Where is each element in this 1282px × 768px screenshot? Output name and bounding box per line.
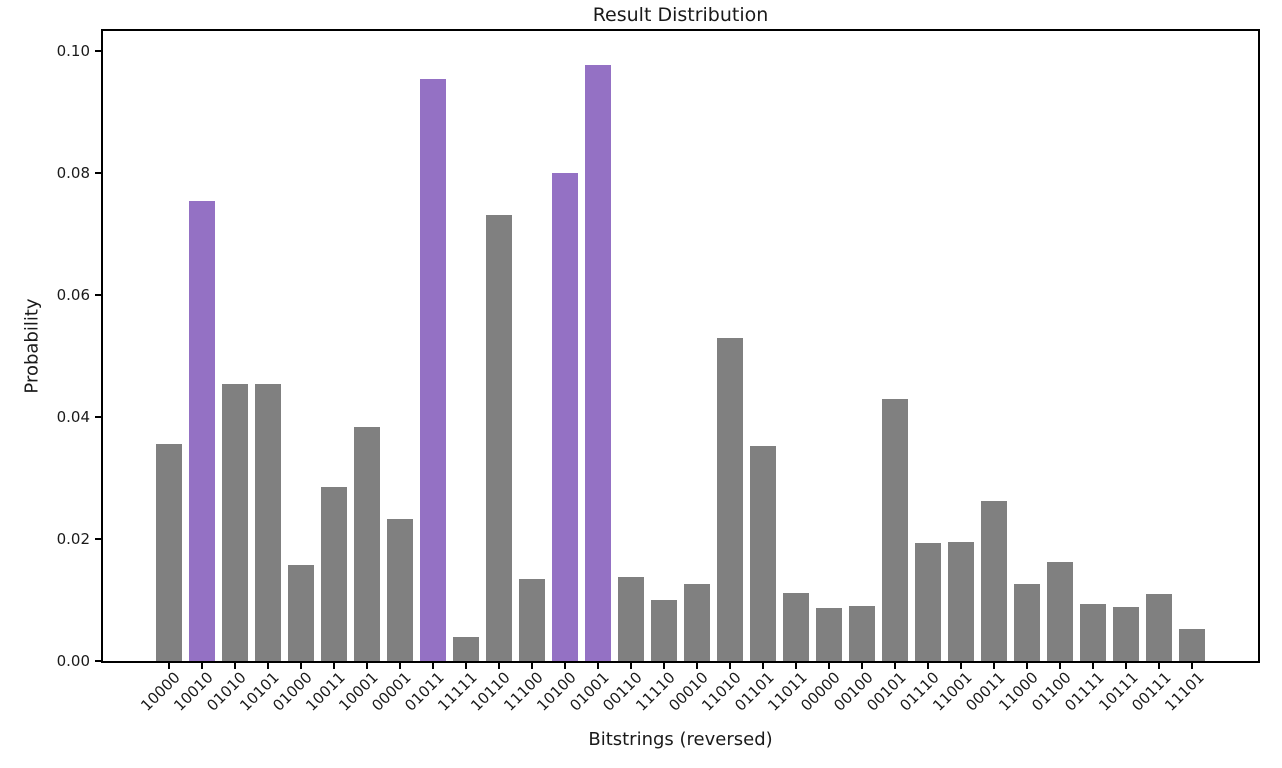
bar-01011 bbox=[419, 78, 447, 661]
y-tick-label: 0.02 bbox=[56, 530, 90, 548]
x-tick bbox=[1191, 663, 1194, 669]
x-tick bbox=[464, 663, 467, 669]
bar-11001 bbox=[948, 541, 975, 661]
y-tick-label: 0.06 bbox=[56, 286, 90, 305]
bar-00110 bbox=[617, 577, 645, 661]
bar-10011 bbox=[320, 486, 347, 661]
bar-10111 bbox=[1113, 606, 1140, 661]
x-tick bbox=[1125, 663, 1128, 669]
x-tick bbox=[861, 663, 864, 669]
bar-01101 bbox=[749, 446, 777, 661]
bar-00101 bbox=[881, 399, 909, 661]
y-tick bbox=[95, 172, 101, 175]
x-tick bbox=[431, 663, 434, 669]
plot-area bbox=[101, 29, 1260, 663]
x-tick bbox=[1026, 663, 1029, 669]
x-tick bbox=[828, 663, 831, 669]
y-tick-label: 0.04 bbox=[56, 408, 90, 427]
bar-00010 bbox=[683, 584, 711, 661]
bar-10100 bbox=[551, 172, 579, 661]
bar-01000 bbox=[287, 564, 314, 661]
bar-11000 bbox=[1014, 584, 1041, 661]
bar-01110 bbox=[914, 543, 942, 661]
x-tick bbox=[630, 663, 632, 669]
x-tick bbox=[1059, 663, 1062, 669]
bar-01100 bbox=[1047, 562, 1074, 661]
x-tick bbox=[530, 663, 533, 669]
bar-11110 bbox=[650, 600, 678, 661]
y-tick bbox=[95, 538, 101, 540]
x-tick bbox=[1158, 663, 1161, 669]
bar-11101 bbox=[1179, 628, 1206, 661]
y-tick bbox=[95, 660, 101, 662]
y-axis-label: Probability bbox=[21, 298, 43, 394]
x-tick bbox=[365, 663, 368, 669]
x-axis-label: Bitstrings (reversed) bbox=[588, 729, 773, 750]
bar-10001 bbox=[353, 426, 380, 661]
x-tick bbox=[398, 663, 401, 669]
y-tick-label: 0.10 bbox=[56, 42, 90, 61]
bar-01001 bbox=[584, 65, 612, 661]
x-tick bbox=[332, 663, 335, 669]
x-tick bbox=[663, 663, 665, 669]
bar-11010 bbox=[716, 337, 744, 661]
bar-00100 bbox=[848, 605, 876, 661]
bar-10101 bbox=[254, 383, 281, 661]
y-tick bbox=[95, 50, 101, 53]
x-tick bbox=[795, 663, 798, 669]
x-tick bbox=[993, 663, 996, 669]
y-tick bbox=[95, 294, 101, 297]
bar-10110 bbox=[485, 215, 513, 661]
x-tick bbox=[1092, 663, 1095, 669]
y-tick bbox=[95, 416, 101, 419]
bar-00111 bbox=[1146, 593, 1173, 661]
bar-00011 bbox=[981, 501, 1008, 661]
bar-00001 bbox=[386, 518, 413, 661]
bar-00000 bbox=[815, 607, 843, 661]
x-tick bbox=[597, 663, 599, 669]
x-tick bbox=[762, 663, 764, 669]
x-tick bbox=[696, 663, 698, 669]
x-tick bbox=[497, 663, 500, 669]
bar-11111 bbox=[452, 637, 480, 661]
x-tick bbox=[266, 663, 269, 669]
x-tick bbox=[200, 663, 203, 669]
bar-11100 bbox=[518, 578, 546, 661]
bar-10010 bbox=[188, 201, 215, 661]
y-tick-label: 0.08 bbox=[56, 164, 90, 183]
x-tick bbox=[299, 663, 302, 669]
x-tick bbox=[729, 663, 731, 669]
x-tick bbox=[960, 663, 963, 669]
bar-10000 bbox=[155, 443, 182, 661]
y-tick-label: 0.00 bbox=[56, 652, 90, 670]
bar-11011 bbox=[782, 592, 810, 661]
x-tick bbox=[563, 663, 566, 669]
chart-title: Result Distribution bbox=[592, 4, 769, 26]
x-tick bbox=[894, 663, 897, 669]
bar-01010 bbox=[221, 383, 248, 661]
x-tick bbox=[927, 663, 930, 669]
x-tick bbox=[167, 663, 170, 669]
bar-01111 bbox=[1080, 604, 1107, 661]
x-tick bbox=[233, 663, 236, 669]
